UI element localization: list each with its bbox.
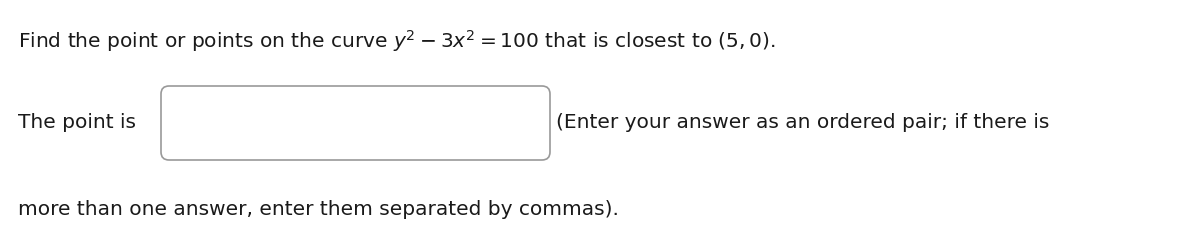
FancyBboxPatch shape xyxy=(161,86,550,160)
Text: more than one answer, enter them separated by commas).: more than one answer, enter them separat… xyxy=(18,200,619,219)
Text: The point is: The point is xyxy=(18,114,136,132)
Text: (Enter your answer as an ordered pair; if there is: (Enter your answer as an ordered pair; i… xyxy=(556,114,1049,132)
Text: Find the point or points on the curve $y^2 - 3x^2 = 100$ that is closest to $(5,: Find the point or points on the curve $y… xyxy=(18,28,775,54)
